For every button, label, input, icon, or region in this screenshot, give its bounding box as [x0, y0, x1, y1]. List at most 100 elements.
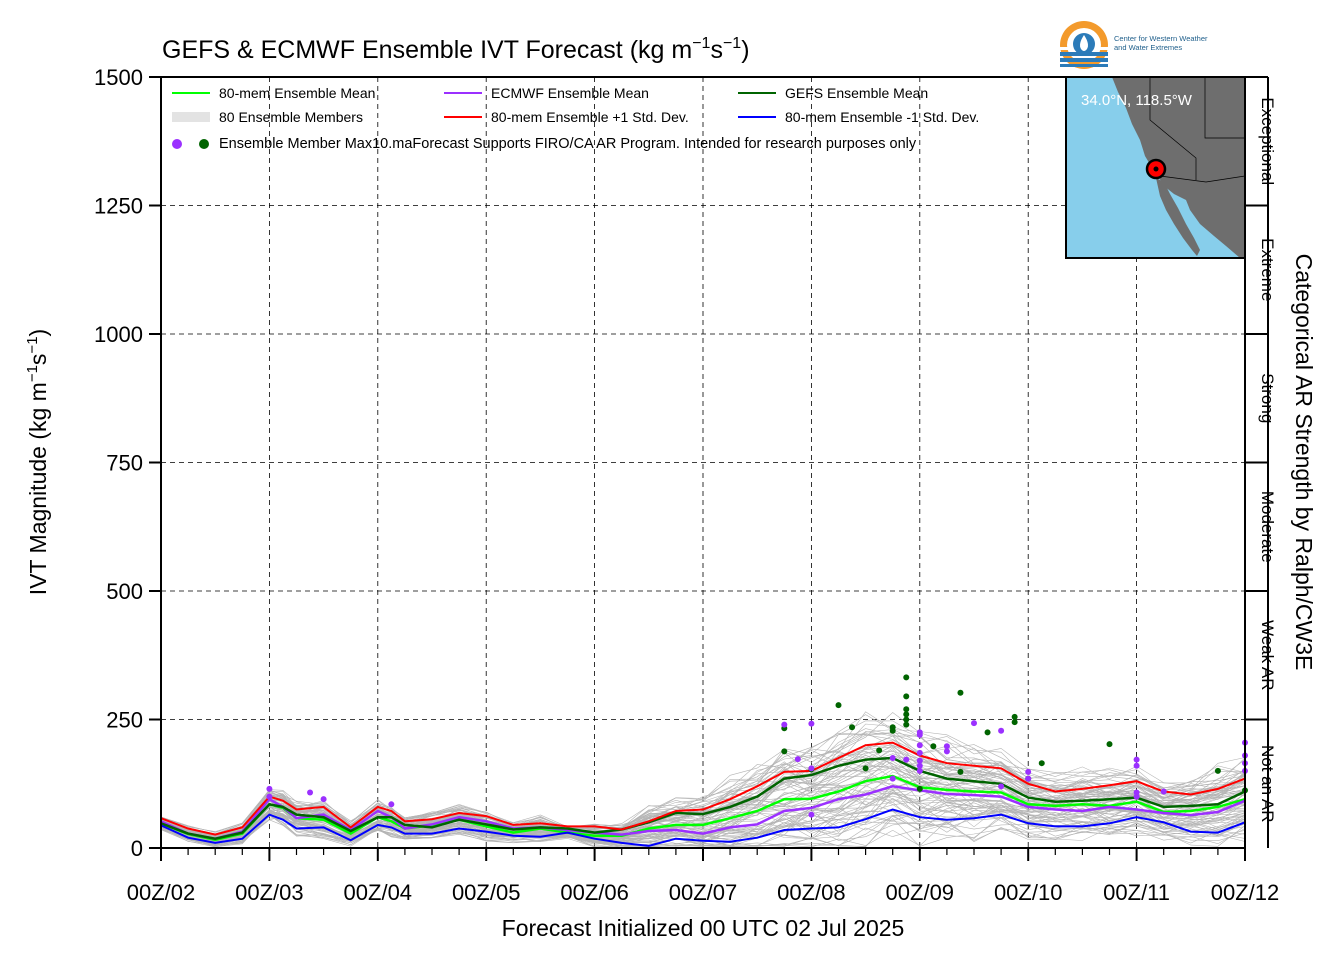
ensemble-member-line	[160, 750, 1246, 838]
y-tick-label: 0	[131, 836, 143, 861]
gefs-max-point	[903, 721, 910, 728]
gefs-max-point	[1106, 741, 1113, 748]
logo-text-line2: and Water Extremes	[1114, 43, 1182, 52]
x-tick-label: 00Z/02	[127, 880, 196, 905]
ecmwf-max-point	[903, 756, 910, 763]
ecmwf-max-point	[1160, 788, 1167, 795]
ecmwf-max-point	[889, 775, 896, 782]
y-tick-label: 250	[106, 708, 143, 733]
gefs-max-point	[916, 785, 923, 792]
baja-peninsula	[1156, 178, 1200, 256]
gefs-max-point	[781, 748, 788, 755]
gefs-max-point	[903, 674, 910, 681]
logo-text-line1: Center for Western Weather	[1114, 34, 1208, 43]
ecmwf-max-point	[998, 727, 1005, 734]
gefs-max-point	[1011, 719, 1018, 726]
ecmwf-max-point	[1133, 789, 1140, 796]
y-tick-label: 750	[106, 451, 143, 476]
ecmwf-max-point	[808, 811, 815, 818]
series-lines	[160, 741, 1246, 847]
series-line-4	[160, 808, 1246, 847]
cw3e-logo: Center for Western Weather and Water Ext…	[1060, 21, 1208, 69]
ecmwf-max-point	[388, 801, 395, 808]
gefs-max-point	[903, 693, 910, 700]
x-tick-label: 00Z/05	[452, 880, 521, 905]
x-tick-label: 00Z/10	[994, 880, 1063, 905]
ensemble-member-line	[160, 729, 1246, 833]
gefs-max-point	[984, 729, 991, 736]
ecmwf-max-point	[971, 720, 977, 727]
legend-members: 80 Ensemble Members	[219, 109, 363, 125]
legend-members-swatch	[172, 112, 210, 122]
series-line-1	[160, 785, 1246, 840]
ensemble-member-line	[160, 747, 1246, 840]
ecmwf-max-point	[808, 720, 815, 727]
state-borders	[1149, 77, 1246, 183]
axis-ticks: 0 250 500 750 1000 1250 1500 00Z/02 00Z/03 00Z/04…	[94, 65, 1279, 905]
legend: 80-mem Ensemble Mean ECMWF Ensemble Mean…	[172, 85, 979, 152]
ensemble-member-line	[160, 814, 1246, 848]
ecmwf-max-point	[307, 789, 314, 796]
ecmwf-max-point	[1133, 762, 1140, 769]
ensemble-member-line	[160, 810, 1246, 846]
ecmwf-max-point	[916, 742, 923, 749]
legend-ecmwf: ECMWF Ensemble Mean	[491, 85, 649, 101]
series-line-0	[160, 774, 1246, 842]
legend-gefs-dot	[199, 139, 209, 149]
series-line-3	[160, 741, 1246, 836]
ecmwf-max-point	[1025, 768, 1032, 775]
ecmwf-max-point	[943, 748, 950, 755]
gefs-max-point	[903, 706, 910, 713]
map-coordinates: 34.0°N, 118.5°W	[1081, 92, 1193, 109]
chart-title: GEFS & ECMWF Ensemble IVT Forecast (kg m…	[162, 35, 750, 64]
series-line-2	[160, 756, 1246, 840]
gefs-max-point	[957, 689, 964, 696]
x-tick-label: 00Z/03	[235, 880, 304, 905]
legend-plus: 80-mem Ensemble +1 Std. Dev.	[491, 109, 689, 125]
ensemble-member-line	[160, 712, 1246, 833]
ecmwf-max-point	[794, 756, 801, 763]
gefs-max-point	[862, 765, 869, 772]
gefs-max-point	[903, 711, 910, 718]
gefs-max-point	[957, 768, 964, 775]
ecmwf-max-point	[266, 785, 273, 792]
grid-lines	[161, 77, 1245, 848]
ecmwf-max-point	[998, 783, 1005, 790]
right-axis-label: Categorical AR Strength by Ralph/CW3E	[1291, 254, 1317, 671]
gefs-max-point	[1038, 760, 1045, 767]
x-tick-label: 00Z/07	[669, 880, 738, 905]
x-tick-label: 00Z/09	[886, 880, 955, 905]
max-points	[266, 674, 1248, 818]
y-tick-label: 1500	[94, 65, 143, 90]
ensemble-member-line	[160, 755, 1246, 839]
ecmwf-max-point	[808, 765, 815, 772]
ecmwf-max-point	[916, 767, 923, 774]
ecmwf-max-point	[916, 762, 923, 769]
map-frame	[1065, 76, 1246, 259]
ecmwf-max-point	[320, 796, 327, 803]
y-tick-label: 500	[106, 579, 143, 604]
ecmwf-max-point	[943, 743, 950, 750]
x-tick-label: 00Z/08	[777, 880, 846, 905]
gefs-max-point	[1011, 713, 1018, 720]
ensemble-member-line	[160, 814, 1246, 848]
ecmwf-max-point	[781, 721, 788, 728]
gefs-max-point	[889, 724, 896, 731]
legend-ecmwf-dot	[172, 139, 182, 149]
legend-minus: 80-mem Ensemble -1 Std. Dev.	[785, 109, 979, 125]
x-tick-label: 00Z/04	[344, 880, 413, 905]
plot-frame	[160, 76, 1246, 849]
legend-mean: 80-mem Ensemble Mean	[219, 85, 375, 101]
gefs-max-point	[1214, 767, 1221, 774]
x-tick-label: 00Z/06	[560, 880, 629, 905]
ecmwf-max-point	[916, 757, 923, 764]
x-axis-label: Forecast Initialized 00 UTC 02 Jul 2025	[502, 915, 905, 941]
legend-gefs: GEFS Ensemble Mean	[785, 85, 928, 101]
gefs-max-point	[835, 702, 842, 709]
gefs-max-point	[849, 724, 856, 731]
ecmwf-max-point	[1025, 775, 1032, 782]
gefs-max-point	[903, 716, 910, 723]
x-tick-label: 00Z/12	[1211, 880, 1280, 905]
x-tick-label: 00Z/11	[1103, 880, 1170, 905]
location-map: 34.0°N, 118.5°W	[1065, 76, 1246, 259]
